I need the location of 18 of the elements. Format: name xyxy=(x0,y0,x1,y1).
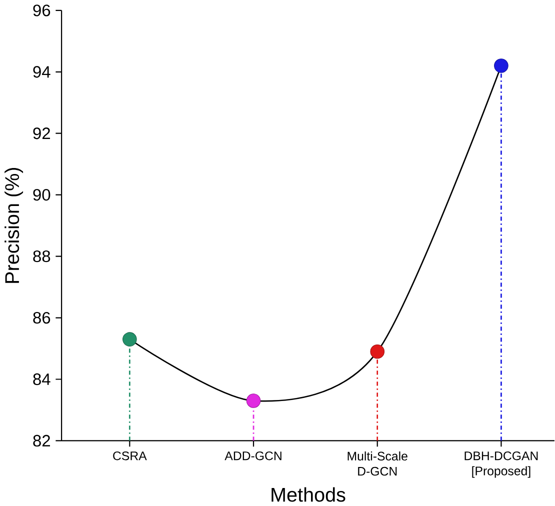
x-tick-label: DBH-DCGAN [Proposed] xyxy=(464,451,538,478)
y-tick-label: 84 xyxy=(33,373,50,385)
x-tick-label: ADD-GCN xyxy=(224,451,282,460)
point xyxy=(494,58,508,73)
y-tick-label: 82 xyxy=(33,434,50,446)
point xyxy=(370,344,385,359)
y-tick-label: 90 xyxy=(33,188,50,200)
y-tick-label: 94 xyxy=(33,66,50,78)
y-tick-label: 86 xyxy=(33,312,50,324)
x-tick-label: Multi-Scale D-GCN xyxy=(348,451,408,476)
x-axis-title: Methods xyxy=(272,487,346,502)
point xyxy=(246,393,261,408)
point xyxy=(122,332,137,346)
y-tick-label: 92 xyxy=(33,127,50,140)
y-axis-title: Precision (%) xyxy=(4,168,24,283)
y-tick-label: 88 xyxy=(33,250,50,262)
y-tick-label: 96 xyxy=(33,4,50,16)
x-tick-label: CSRA xyxy=(113,451,147,460)
